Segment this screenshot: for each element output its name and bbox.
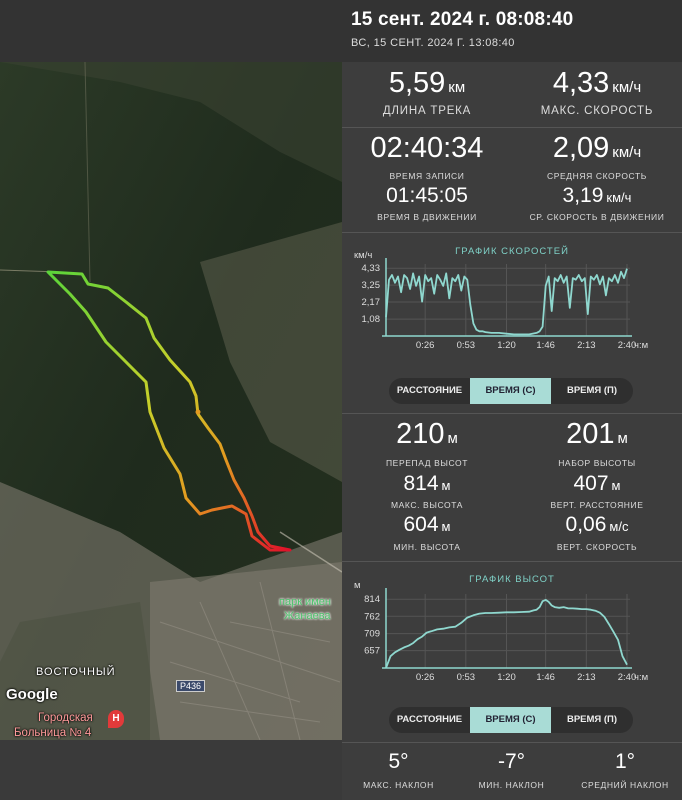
toggle-time-p-button[interactable]: ВРЕМЯ (П) — [566, 385, 618, 396]
elevation-gain-label: НАБОР ВЫСОТЫ — [558, 458, 636, 468]
elevation-chart-y-tick-label: 709 — [364, 629, 380, 640]
elevation-chart-y-tick-label: 762 — [364, 611, 380, 622]
elevation-chart-y-tick-label: 657 — [364, 646, 380, 657]
vertical-distance-value: 407 м — [573, 472, 621, 495]
speed-chart-y-tick-label: 1,08 — [362, 314, 381, 325]
divider — [342, 413, 682, 414]
divider — [342, 232, 682, 233]
elevation-chart-y-axis-label: м — [354, 580, 361, 591]
map-view[interactable]: ВОСТОЧНЫЙ Google парк имен Жанаева Р436 … — [0, 62, 342, 740]
elevation-chart-x-tick-label: 0:26 — [416, 672, 435, 683]
elevation-chart-x-tick-label: 0:53 — [457, 672, 476, 683]
moving-time-label: ВРЕМЯ В ДВИЖЕНИИ — [377, 212, 477, 222]
speed-chart-axis-toggle: РАССТОЯНИЕ ВРЕМЯ (С) ВРЕМЯ (П) — [389, 378, 633, 404]
road-badge: Р436 — [176, 680, 206, 692]
divider — [342, 561, 682, 562]
hospital-pin-icon[interactable]: H — [108, 710, 124, 728]
avg-speed-label: СРЕДНЯЯ СКОРОСТЬ — [547, 171, 647, 181]
speed-chart-y-axis-label: км/ч — [354, 250, 372, 261]
speed-chart-x-tick-label: 2:40 — [618, 340, 637, 351]
map-label-hospital-line2[interactable]: Больница № 4 — [14, 727, 92, 739]
elevation-diff-label: ПЕРЕПАД ВЫСОТ — [385, 458, 469, 468]
vertical-speed-value: 0,06 м/с — [565, 513, 629, 536]
elevation-chart-axis-toggle: РАССТОЯНИЕ ВРЕМЯ (С) ВРЕМЯ (П) — [389, 707, 633, 733]
elevation-chart-x-tick-label: 1:20 — [497, 672, 516, 683]
elevation-chart-x-tick-label: 2:13 — [577, 672, 596, 683]
map-label-park-line1[interactable]: парк имен — [279, 596, 331, 608]
avg-speed-value: 2,09 км/ч — [552, 132, 642, 164]
min-slope-value: -7° — [497, 750, 526, 773]
map-label-park-line2[interactable]: Жанаева — [284, 610, 331, 622]
max-slope-label: МАКС. НАКЛОН — [363, 780, 434, 790]
track-marker — [195, 409, 201, 415]
track-path — [46, 270, 292, 552]
elevation-chart-title: ГРАФИК ВЫСОТ — [469, 574, 555, 585]
speed-chart-y-tick-label: 3,25 — [362, 280, 381, 291]
speed-chart-y-tick-label: 4,33 — [362, 263, 381, 274]
map-label-hospital-line1[interactable]: Городская — [38, 712, 93, 724]
elevation-diff-value: 210 м — [396, 418, 458, 450]
speed-chart-x-tick-label: 0:26 — [416, 340, 435, 351]
record-time-label: ВРЕМЯ ЗАПИСИ — [389, 171, 465, 181]
map-imagery — [0, 62, 342, 740]
max-slope-value: 5° — [388, 750, 409, 773]
elevation-chart-x-tick-label: 1:46 — [536, 672, 555, 683]
speed-chart-x-axis-label: ч:м — [634, 340, 648, 351]
elevation-chart-x-axis-label: ч:м — [634, 672, 648, 683]
elevation-chart-y-tick-label: 814 — [364, 594, 380, 605]
divider — [342, 127, 682, 128]
toggle-time-s-button[interactable]: ВРЕМЯ (С) — [470, 378, 551, 404]
min-elevation-label: МИН. ВЫСОТА — [393, 542, 461, 552]
elevation-gain-value: 201 м — [566, 418, 628, 450]
min-elevation-value: 604 м — [403, 513, 451, 536]
divider — [342, 742, 682, 743]
vertical-speed-label: ВЕРТ. СКОРОСТЬ — [556, 542, 638, 552]
header: 15 сент. 2024 г. 08:08:40 ВС, 15 СЕНТ. 2… — [0, 0, 682, 62]
track-length-label: ДЛИНА ТРЕКА — [382, 105, 472, 117]
max-speed-value: 4,33 км/ч — [552, 67, 642, 99]
speed-chart-x-tick-label: 1:46 — [536, 340, 555, 351]
record-time-value: 02:40:34 — [370, 132, 484, 164]
elevation-chart-series-line — [385, 598, 628, 669]
speed-chart-y-tick-label: 2,17 — [362, 297, 381, 308]
elevation-chart-x-tick-label: 2:40 — [618, 672, 637, 683]
toggle-distance-button[interactable]: РАССТОЯНИЕ — [396, 385, 463, 396]
speed-chart-series-line — [385, 268, 628, 336]
avg-moving-speed-value: 3,19 км/ч — [562, 184, 632, 207]
speed-chart[interactable]: 4,33 3,25 2,17 1,08 0:26 0:53 1:20 1:46 2:13 2:40… — [342, 240, 682, 360]
toggle-time-p-button[interactable]: ВРЕМЯ (П) — [566, 714, 618, 725]
speed-chart-x-tick-label: 0:53 — [457, 340, 476, 351]
elevation-chart[interactable]: 814 762 709 657 0:26 0:53 1:20 1:46 2:13 2:40 м ч:м — [342, 570, 682, 692]
min-slope-label: МИН. НАКЛОН — [478, 780, 545, 790]
track-datetime-subtitle: ВС, 15 СЕНТ. 2024 Г. 13:08:40 — [351, 37, 515, 49]
toggle-distance-button[interactable]: РАССТОЯНИЕ — [396, 714, 463, 725]
google-logo: Google — [6, 686, 58, 703]
avg-slope-label: СРЕДНИЙ НАКЛОН — [581, 780, 669, 790]
map-label-vostochny: ВОСТОЧНЫЙ — [36, 666, 116, 678]
vertical-distance-label: ВЕРТ. РАССТОЯНИЕ — [550, 500, 644, 510]
track-length-value: 5,59 км — [388, 67, 466, 99]
max-elevation-label: МАКС. ВЫСОТА — [390, 500, 463, 510]
map-bottom-bar — [0, 740, 342, 800]
avg-slope-value: 1° — [614, 750, 636, 773]
speed-chart-x-tick-label: 2:13 — [577, 340, 596, 351]
stats-panel: 5,59 км ДЛИНА ТРЕКА 4,33 км/ч МАКС. СКОРОС… — [342, 62, 682, 800]
avg-moving-speed-label: СР. СКОРОСТЬ В ДВИЖЕНИИ — [529, 212, 665, 222]
speed-chart-title: ГРАФИК СКОРОСТЕЙ — [455, 246, 569, 257]
speed-chart-x-tick-label: 1:20 — [497, 340, 516, 351]
toggle-time-s-button[interactable]: ВРЕМЯ (С) — [470, 707, 551, 733]
max-speed-label: МАКС. СКОРОСТЬ — [540, 105, 654, 117]
moving-time-value: 01:45:05 — [386, 184, 468, 207]
track-datetime-title: 15 сент. 2024 г. 08:08:40 — [351, 9, 574, 30]
max-elevation-value: 814 м — [403, 472, 451, 495]
